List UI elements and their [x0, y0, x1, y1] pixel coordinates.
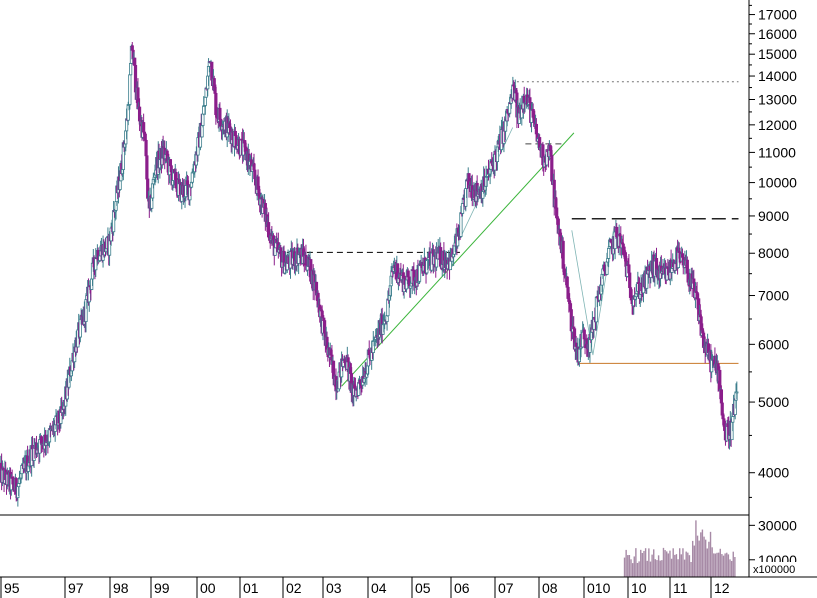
- chart-frame: [0, 0, 817, 578]
- candle-body: [722, 418, 726, 425]
- time-tick-label: 06: [454, 580, 470, 596]
- price-tick-label: 13000: [758, 92, 797, 108]
- price-tick-label: 16000: [758, 26, 797, 42]
- price-tick-label: 10000: [758, 175, 797, 191]
- candle-body: [346, 357, 350, 363]
- volume-series: [623, 520, 736, 577]
- time-tick-label: 11: [673, 580, 688, 596]
- price-tick-label: 14000: [758, 68, 797, 84]
- price-tick-label: 9000: [758, 208, 789, 224]
- price-tick-label: 11000: [758, 144, 796, 160]
- time-tick-label: 05: [415, 580, 431, 596]
- time-tick-label: 03: [326, 580, 342, 596]
- time-tick-label: 12: [714, 580, 730, 596]
- candle-body: [622, 246, 626, 256]
- candle-body: [129, 62, 133, 76]
- candle-body: [118, 180, 122, 190]
- time-tick-label: 010: [587, 580, 611, 596]
- time-tick-label: 97: [68, 580, 84, 596]
- volume-tick-label: 30000: [758, 517, 797, 533]
- candle-body: [731, 416, 735, 423]
- time-tick-label: 04: [371, 580, 387, 596]
- candle-body: [128, 74, 132, 105]
- price-tick-label: 6000: [758, 336, 789, 352]
- time-tick-label: 08: [542, 580, 558, 596]
- price-tick-label: 15000: [758, 46, 797, 62]
- candle-body: [203, 96, 207, 106]
- trendline-solid: [341, 132, 575, 387]
- time-tick-label: 02: [286, 580, 302, 596]
- candle-body: [273, 247, 277, 256]
- price-tick-label: 7000: [758, 288, 789, 304]
- time-axis: 95 97 98 99 00 01 02 03 04 05 06 07 08 010 10 11 12: [0, 577, 730, 598]
- volume-multiplier-box: [750, 562, 812, 575]
- candlestick-series: [0, 41, 739, 507]
- candle-body: [561, 240, 565, 269]
- price-axis: 17000 16000 15000 14000 13000 12000 11000 10000…: [749, 4, 797, 498]
- candle-body: [607, 247, 611, 259]
- time-tick-label: 01: [243, 580, 259, 596]
- price-tick-label: 8000: [758, 245, 789, 261]
- time-tick-label: 00: [200, 580, 216, 596]
- volume-multiplier-label: x100000: [753, 564, 795, 576]
- candle-body: [39, 436, 43, 444]
- time-tick-label: 99: [154, 580, 170, 596]
- price-tick-label: 5000: [758, 394, 789, 410]
- price-tick-label: 17000: [758, 7, 797, 23]
- time-tick-label: 10: [631, 580, 647, 596]
- candle-body: [202, 105, 206, 115]
- price-tick-label: 4000: [758, 465, 789, 481]
- time-tick-label: 98: [113, 580, 129, 596]
- time-tick-label: 07: [498, 580, 514, 596]
- price-tick-label: 12000: [758, 117, 797, 133]
- candle-body: [201, 113, 205, 126]
- candle-body: [190, 172, 194, 183]
- time-tick-label: 95: [4, 580, 20, 596]
- candle-body: [735, 391, 739, 394]
- candle-body: [17, 482, 21, 488]
- candle-body: [214, 92, 218, 116]
